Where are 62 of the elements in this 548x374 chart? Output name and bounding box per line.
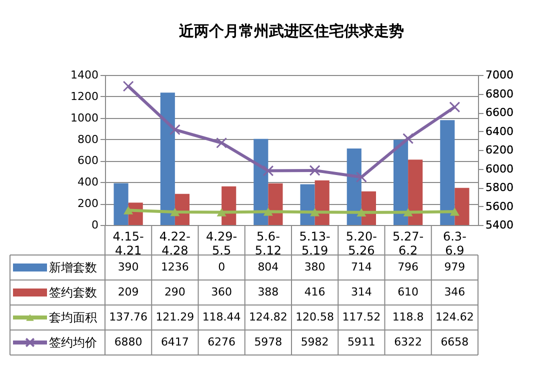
y-tick-label: 1200 — [70, 90, 98, 103]
y2-tick-label: 5600 — [486, 200, 514, 213]
data-label: 1236 — [160, 260, 189, 274]
data-label: 120.58 — [296, 310, 334, 324]
x-tick-label: 6.3-6.9 — [442, 230, 466, 258]
data-label: 714 — [350, 260, 372, 274]
data-label: 5982 — [300, 336, 329, 348]
y2-tick-label: 6000 — [486, 162, 514, 176]
legend-label: 签约均价 — [49, 336, 97, 350]
data-label: 6880 — [114, 336, 142, 348]
y-tick-label: 1400 — [70, 68, 98, 82]
data-label: 209 — [118, 286, 139, 298]
data-label: 5911 — [347, 336, 376, 348]
data-label: 360 — [211, 286, 232, 298]
data-label: 290 — [164, 286, 186, 298]
data-label: 137.76 — [109, 310, 148, 324]
x-tick-label: 5.27-6.2 — [392, 230, 424, 258]
data-label: 346 — [444, 286, 466, 298]
y-tick-label: 800 — [78, 132, 98, 146]
y2-tick-label: 6800 — [486, 87, 514, 100]
y2-tick-label: 6600 — [486, 106, 514, 119]
y2-tick-label: 7000 — [486, 68, 514, 82]
y-tick-label: 600 — [78, 154, 98, 168]
data-label: 121.29 — [156, 310, 194, 324]
legend-label: 新增套数 — [49, 260, 97, 274]
data-label: 5978 — [254, 336, 282, 348]
data-label: 0 — [218, 260, 226, 274]
x-tick-label: 4.29-5.5 — [206, 230, 238, 258]
legend-label: 套均面积 — [49, 310, 97, 324]
y-tick-label: 200 — [78, 197, 98, 210]
data-label: 118.8 — [392, 310, 424, 324]
y2-tick-label: 5800 — [486, 181, 514, 194]
data-label: 124.62 — [435, 310, 474, 324]
data-label: 796 — [398, 260, 419, 274]
data-label: 117.52 — [342, 310, 381, 324]
data-label: 118.44 — [202, 310, 241, 324]
y-tick-label: 0 — [92, 218, 98, 232]
legend-label: 签约套数 — [49, 286, 97, 300]
x-tick-label: 5.20-5.26 — [346, 230, 377, 258]
y2-tick-label: 5400 — [486, 218, 514, 232]
data-label: 390 — [118, 260, 139, 274]
y-tick-label: 400 — [78, 176, 98, 189]
data-label: 6658 — [440, 336, 469, 348]
y-tick-label: 1000 — [70, 111, 98, 124]
data-label: 416 — [304, 286, 326, 298]
x-tick-label: 4.15-4.21 — [112, 230, 144, 258]
y2-tick-label: 6200 — [486, 144, 514, 156]
data-label: 804 — [258, 260, 279, 274]
data-label: 388 — [258, 286, 279, 298]
x-tick-label: 5.6-5.12 — [254, 230, 282, 258]
x-tick-label: 5.13-5.19 — [299, 230, 330, 258]
data-label: 314 — [350, 286, 372, 298]
data-label: 6276 — [208, 336, 236, 348]
data-label: 610 — [398, 286, 419, 298]
data-label: 124.82 — [248, 310, 288, 324]
data-label: 979 — [444, 260, 466, 274]
x-tick-label: 4.22-4.28 — [159, 230, 190, 258]
data-label: 6322 — [394, 336, 422, 348]
y2-tick-label: 6400 — [486, 124, 514, 138]
chart-title: 近两个月常州武进区住宅供求走势 — [178, 22, 404, 40]
data-label: 6417 — [160, 336, 189, 348]
data-label: 380 — [304, 260, 326, 274]
